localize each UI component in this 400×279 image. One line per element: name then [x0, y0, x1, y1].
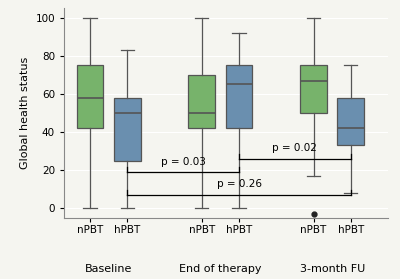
Text: p = 0.03: p = 0.03 — [161, 157, 206, 167]
PathPatch shape — [337, 98, 364, 145]
PathPatch shape — [77, 66, 104, 128]
Text: End of therapy: End of therapy — [179, 264, 262, 274]
PathPatch shape — [300, 66, 327, 113]
Text: p = 0.26: p = 0.26 — [216, 179, 262, 189]
Text: Baseline: Baseline — [85, 264, 132, 274]
Text: 3-month FU: 3-month FU — [300, 264, 365, 274]
PathPatch shape — [188, 75, 215, 128]
PathPatch shape — [226, 66, 252, 128]
Y-axis label: Global health status: Global health status — [20, 57, 30, 169]
PathPatch shape — [114, 98, 141, 160]
Text: p = 0.02: p = 0.02 — [272, 143, 317, 153]
